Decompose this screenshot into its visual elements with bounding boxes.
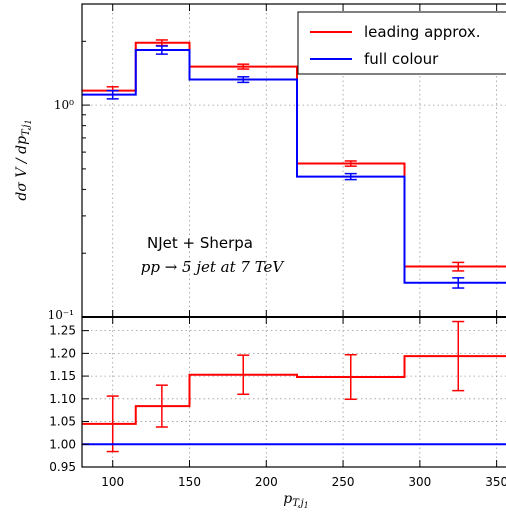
annotation-line-1: NJet + Sherpa [147, 234, 253, 252]
ratio-leading-approx-step-line [82, 355, 506, 425]
bottom-ytick-label: 0.95 [49, 460, 76, 474]
annotation-line-2: pp → 5 jet at 7 TeV [141, 258, 286, 276]
bottom-ytick-label: 1.10 [49, 392, 76, 406]
bottom-ytick-label: 1.20 [49, 346, 76, 360]
legend-label-leading: leading approx. [364, 23, 481, 41]
top-ytick-label: 10⁰ [54, 98, 74, 112]
bottom-ytick-label: 1.05 [49, 415, 76, 429]
legend-label-full: full colour [364, 50, 439, 68]
xtick-label: 200 [255, 475, 278, 489]
legend-box [297, 11, 506, 75]
leading-approx-step-line [82, 41, 506, 268]
bottom-ytick-labels: 0.95 1.00 1.05 1.10 1.15 1.20 1.25 [49, 324, 76, 474]
y-axis-label: dσ V / dpT,j1 [14, 119, 33, 200]
bottom-ytick-label: 1.00 [49, 437, 76, 451]
legend: leading approx. full colour [297, 11, 506, 75]
x-axis-label: pT,j1 [283, 491, 309, 510]
ticks-layer [82, 3, 498, 468]
xtick-label: 250 [332, 475, 355, 489]
series-layer [82, 39, 506, 453]
top-ytick-label: 10⁻¹ [48, 308, 74, 322]
bottom-ytick-label: 1.25 [49, 324, 76, 338]
xtick-label: 350 [485, 475, 506, 489]
xtick-labels: 100 150 200 250 300 350 [101, 475, 506, 489]
xtick-label: 150 [178, 475, 201, 489]
full-colour-step-line [82, 48, 506, 284]
xtick-label: 300 [408, 475, 431, 489]
xtick-label: 100 [101, 475, 124, 489]
bottom-ytick-label: 1.15 [49, 369, 76, 383]
